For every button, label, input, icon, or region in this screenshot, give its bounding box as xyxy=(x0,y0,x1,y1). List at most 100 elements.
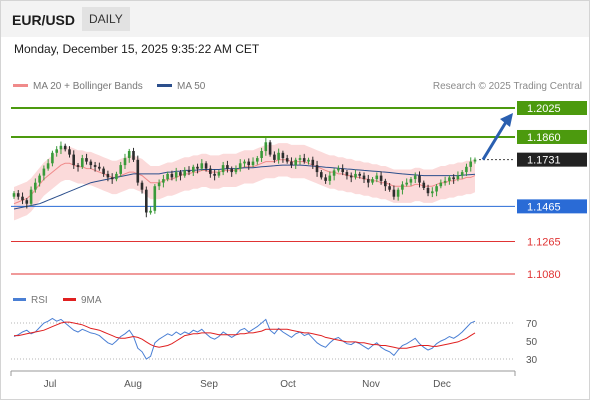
candle-body-15 xyxy=(76,165,80,167)
candle-body-91 xyxy=(401,184,404,190)
month-label-oct: Oct xyxy=(280,379,296,390)
candle-body-41 xyxy=(187,170,191,173)
candle-body-28 xyxy=(132,151,135,160)
candle-body-16 xyxy=(81,158,84,167)
candle-body-97 xyxy=(426,187,430,194)
candle-body-50 xyxy=(226,165,229,169)
candle-body-95 xyxy=(418,175,421,183)
candle-body-43 xyxy=(196,166,199,169)
candle-body-4 xyxy=(29,189,33,204)
candle-body-49 xyxy=(221,165,225,173)
candle-body-60 xyxy=(268,142,272,155)
candle-body-40 xyxy=(183,170,186,176)
legend-item-rsi: RSI xyxy=(13,295,48,306)
level-label-0: 1.2025 xyxy=(527,103,561,115)
instrument-symbol: EUR/USD xyxy=(12,12,76,28)
candle-body-3 xyxy=(25,200,29,204)
period-tab-daily[interactable]: DAILY xyxy=(82,7,130,31)
legend-label-rsi-ma: 9MA xyxy=(81,295,102,306)
rsi-ma-line xyxy=(14,321,476,349)
candle-body-77 xyxy=(341,168,344,173)
rsi-swatch xyxy=(13,297,26,301)
rsi-level-label-30: 30 xyxy=(526,355,538,366)
candle-body-42 xyxy=(192,166,195,173)
candle-body-101 xyxy=(443,180,447,183)
candle-body-38 xyxy=(174,172,178,178)
candle-body-13 xyxy=(68,149,71,155)
candle-body-58 xyxy=(260,151,263,158)
bollinger-bands xyxy=(14,143,475,221)
candle-body-106 xyxy=(465,166,468,173)
candle-body-23 xyxy=(110,177,114,180)
candle-body-81 xyxy=(358,173,361,176)
candle-body-62 xyxy=(277,152,280,160)
candle-body-35 xyxy=(162,179,165,183)
candle-body-19 xyxy=(93,165,97,167)
candle-body-65 xyxy=(290,161,293,166)
candle-body-75 xyxy=(332,170,336,176)
research-credit: Research © 2025 Trading Central xyxy=(432,81,582,92)
level-label-box-1 xyxy=(517,129,587,144)
candle-body-12 xyxy=(63,145,67,150)
candle-body-25 xyxy=(119,165,122,174)
projection-arrow-head xyxy=(500,113,513,127)
ma50-swatch xyxy=(157,83,172,87)
level-label-box-0 xyxy=(517,101,587,115)
candle-body-76 xyxy=(337,168,340,171)
candle-body-88 xyxy=(388,186,391,190)
candle-body-29 xyxy=(136,159,140,183)
candle-body-53 xyxy=(238,163,242,169)
candle-body-61 xyxy=(273,154,276,160)
candle-body-93 xyxy=(409,179,413,183)
candle-body-94 xyxy=(413,175,417,180)
candle-body-20 xyxy=(98,166,101,169)
month-label-jul: Jul xyxy=(44,379,57,390)
candle-body-87 xyxy=(384,180,387,187)
candle-body-73 xyxy=(324,177,327,181)
candle-body-24 xyxy=(115,173,118,180)
level-label-box-3 xyxy=(517,199,587,214)
candle-body-45 xyxy=(204,163,208,169)
candle-body-99 xyxy=(435,186,438,192)
candle-body-52 xyxy=(234,168,238,173)
level-label-3: 1.1465 xyxy=(527,201,561,213)
month-label-aug: Aug xyxy=(124,379,142,390)
legend-label-ma50: MA 50 xyxy=(177,81,206,92)
candle-body-36 xyxy=(166,173,169,180)
candle-body-18 xyxy=(89,161,93,166)
legend-item-rsi-ma: 9MA xyxy=(63,295,102,306)
ma20-swatch xyxy=(13,83,28,87)
candle-body-6 xyxy=(38,175,41,183)
candle-body-0 xyxy=(12,193,16,197)
candle-body-82 xyxy=(362,175,366,180)
candle-body-89 xyxy=(392,189,396,197)
candle-body-64 xyxy=(285,158,289,162)
candle-body-103 xyxy=(452,177,455,180)
rsi-level-label-50: 50 xyxy=(526,337,538,348)
candle-body-37 xyxy=(170,173,174,178)
candle-body-66 xyxy=(294,159,297,166)
ma50-line xyxy=(13,164,476,210)
month-label-dec: Dec xyxy=(433,379,451,390)
level-label-2: 1.1731 xyxy=(527,155,561,167)
candle-body-59 xyxy=(264,142,268,152)
candle-body-31 xyxy=(145,189,148,213)
rsi-level-label-70: 70 xyxy=(526,319,538,330)
candle-body-71 xyxy=(315,165,319,173)
candle-body-90 xyxy=(396,189,400,197)
candle-body-7 xyxy=(42,168,46,176)
legend-label-ma20: MA 20 + Bollinger Bands xyxy=(33,81,143,92)
candle-body-96 xyxy=(422,182,426,188)
candle-body-44 xyxy=(200,163,204,169)
candle-body-8 xyxy=(46,163,50,169)
candle-body-17 xyxy=(85,158,88,162)
candle-body-63 xyxy=(281,152,285,159)
candle-body-98 xyxy=(431,191,434,194)
projection-arrow-shaft xyxy=(481,121,508,161)
candle-body-33 xyxy=(153,186,157,211)
level-label-box-2 xyxy=(517,152,587,167)
candle-body-1 xyxy=(16,193,20,197)
candle-body-51 xyxy=(230,168,233,173)
